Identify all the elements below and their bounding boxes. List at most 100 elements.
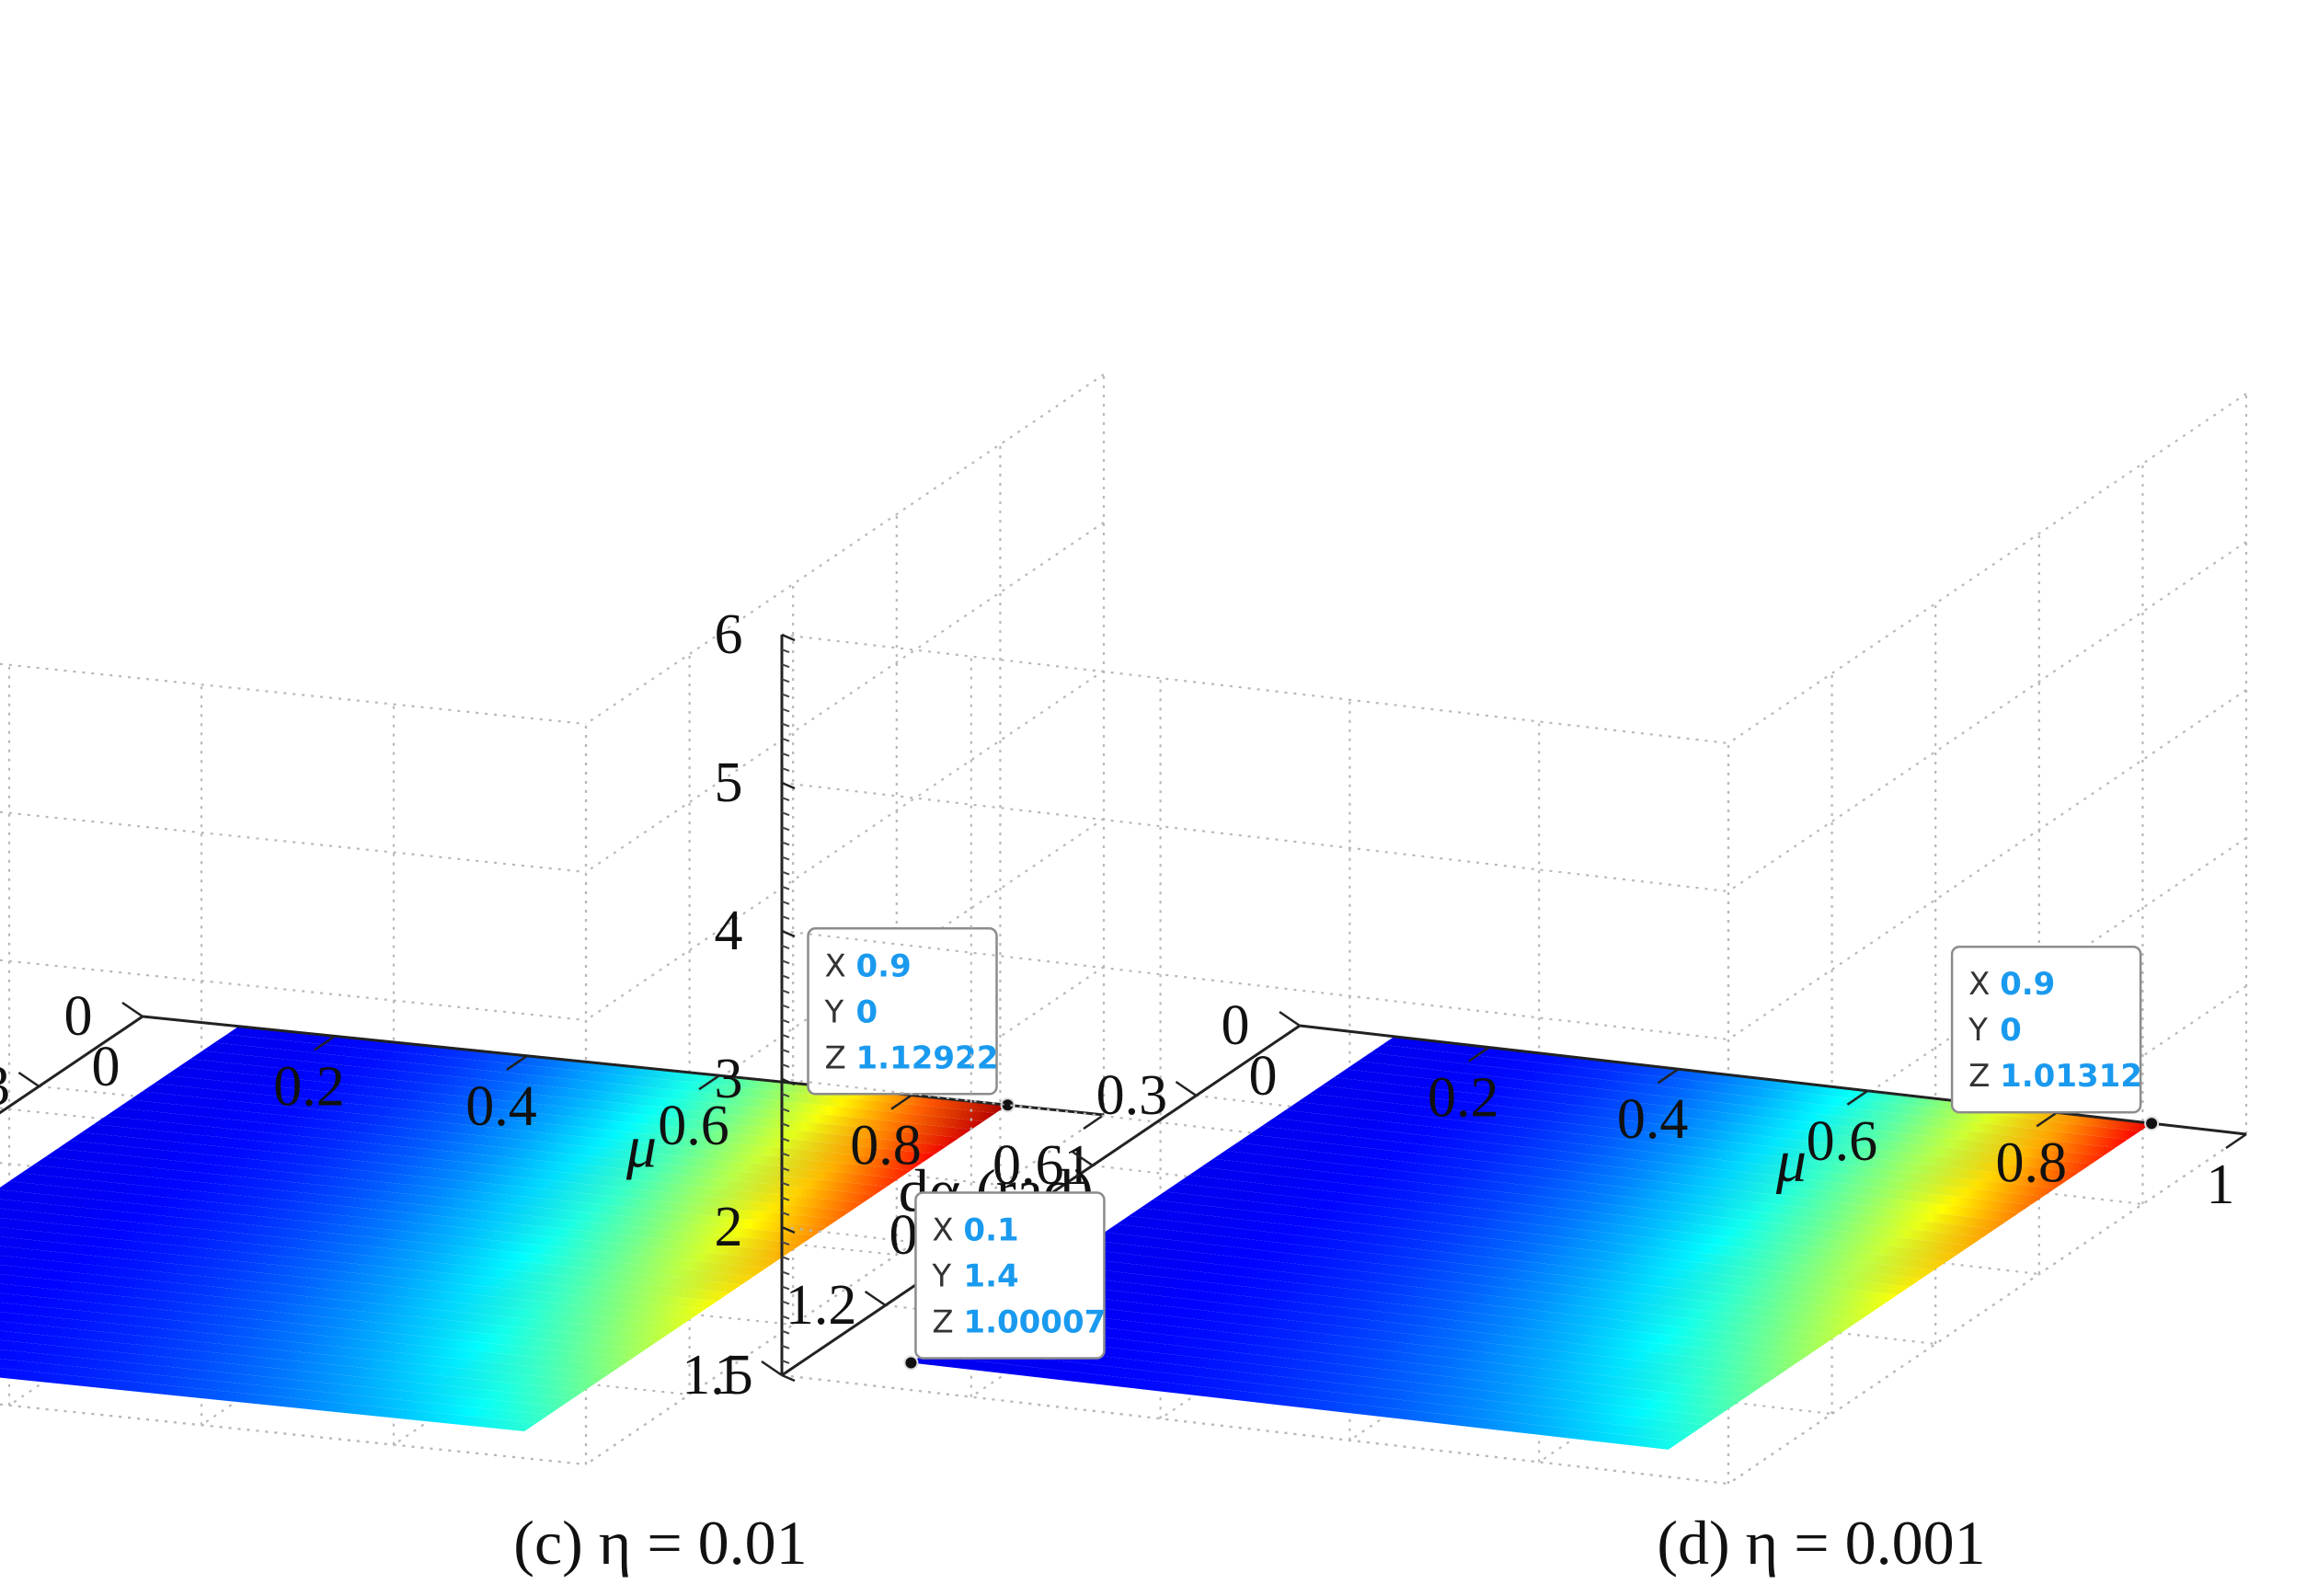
x-tick xyxy=(121,1015,143,1032)
x-tick-label: 0.4 xyxy=(1617,1088,1689,1151)
surface-strip xyxy=(154,1074,935,1163)
y-tick-label: 0.3 xyxy=(0,1055,10,1118)
datatip-value: 0.1 xyxy=(963,1211,1018,1248)
z-minor-tick xyxy=(781,989,790,994)
datatip-value: 0.9 xyxy=(856,947,912,984)
surface-strip xyxy=(178,1059,959,1146)
grid-line xyxy=(781,1373,1729,1486)
surface-strip xyxy=(0,1292,634,1367)
z-tick-label: 6 xyxy=(715,603,743,666)
y-axis xyxy=(0,1015,143,1115)
y-tick-label: 0.6 xyxy=(993,1134,1064,1197)
x-tick xyxy=(1279,1024,1301,1041)
datatip-key: Z xyxy=(932,1303,953,1340)
z-minor-tick xyxy=(781,914,790,920)
z-minor-tick xyxy=(781,1018,790,1024)
surface-strip xyxy=(93,1116,875,1203)
surface-strip xyxy=(1116,1215,1887,1312)
z-minor-tick xyxy=(781,885,790,890)
z-minor-tick xyxy=(781,1241,790,1246)
z-minor-tick xyxy=(781,1137,790,1142)
y-tick-label: 0 xyxy=(1222,994,1250,1057)
datatip-marker[interactable] xyxy=(2144,1116,2160,1131)
surface-strip xyxy=(0,1368,537,1431)
z-minor-tick xyxy=(781,945,790,950)
x-axis-label: μ xyxy=(625,1114,657,1181)
surface-strip xyxy=(0,1227,718,1309)
x-tick xyxy=(890,1094,912,1110)
surface-strip xyxy=(1309,1085,2080,1181)
grid-line xyxy=(0,662,587,726)
datatip-box xyxy=(914,1191,1106,1360)
x-tick-label: 0.6 xyxy=(1807,1110,1878,1173)
z-tick-label: 5 xyxy=(715,752,743,814)
z-tick-label: 2 xyxy=(715,1196,743,1258)
x-tick-label: 0.2 xyxy=(273,1055,345,1118)
x-tick-label: 0.6 xyxy=(658,1095,729,1157)
surface-strip xyxy=(958,1322,1729,1418)
z-minor-tick xyxy=(781,841,790,846)
datatip-key: X xyxy=(1968,966,1990,1003)
grid-line xyxy=(781,929,1729,1041)
surface-strip xyxy=(1370,1044,2140,1140)
z-minor-tick xyxy=(781,707,790,713)
datatip-key: Y xyxy=(931,1257,951,1294)
x-tick xyxy=(2225,1132,2247,1150)
y-tick-label: 0 xyxy=(64,985,93,1048)
surface-strip xyxy=(1297,1093,2068,1189)
surface-strip xyxy=(0,1321,597,1391)
surface-strip xyxy=(1141,1200,1911,1295)
x-tick-label: 0.4 xyxy=(465,1075,537,1138)
z-minor-tick xyxy=(781,1300,790,1305)
datatip-value: 1.4 xyxy=(963,1257,1018,1294)
y-tick xyxy=(1072,1150,1094,1167)
grid-line xyxy=(781,1077,1729,1189)
z-minor-tick xyxy=(781,1033,790,1039)
surface-strip xyxy=(130,1091,912,1179)
y-tick xyxy=(864,1290,887,1307)
surface-strip xyxy=(1080,1240,1850,1336)
z-minor-tick xyxy=(781,1270,790,1276)
surface-strip xyxy=(0,1339,573,1407)
z-minor-tick xyxy=(781,826,790,832)
surface-strip xyxy=(1104,1223,1874,1319)
z-minor-tick xyxy=(781,1048,790,1053)
z-minor-tick xyxy=(781,1344,790,1349)
z-minor-tick xyxy=(781,797,790,802)
surface-strip xyxy=(1358,1052,2128,1148)
z-minor-tick xyxy=(781,811,790,817)
grid-line xyxy=(1727,541,2247,892)
surface-strip xyxy=(0,1349,561,1416)
z-minor-tick xyxy=(781,1181,790,1187)
z-tick xyxy=(781,1077,796,1086)
x-tick xyxy=(506,1054,528,1071)
x-tick-label: 0.8 xyxy=(1995,1131,2067,1194)
z-minor-tick xyxy=(781,1211,790,1216)
surface-strip xyxy=(0,1208,742,1293)
grid-line xyxy=(781,633,1729,745)
datatip-value: 0 xyxy=(856,993,878,1030)
y-tick xyxy=(761,1360,783,1377)
surface-strip xyxy=(202,1042,984,1130)
z-minor-tick xyxy=(781,1315,790,1320)
z-minor-tick xyxy=(781,1329,790,1335)
surface-strip xyxy=(1043,1265,1814,1361)
x-tick xyxy=(698,1074,720,1091)
surface-strip xyxy=(1249,1126,2019,1222)
datatip-marker[interactable] xyxy=(903,1355,919,1371)
surface-strip xyxy=(1153,1191,1922,1287)
y-tick xyxy=(17,1071,40,1088)
datatip-value: 1.00007 xyxy=(963,1303,1106,1340)
datatip[interactable]: X 0.9 Y 0Z 1.12922 xyxy=(807,927,1016,1113)
z-minor-tick xyxy=(781,1122,790,1128)
surface-strip xyxy=(0,1265,670,1342)
datatip[interactable]: X 0.1 Y 1.4 Z 1.00007 xyxy=(903,1191,1106,1371)
surface-strip xyxy=(1237,1134,2007,1230)
surface-strip xyxy=(1200,1158,1971,1255)
z-tick-label: 3 xyxy=(715,1048,743,1110)
x-tick-label: 1 xyxy=(2207,1154,2235,1216)
datatip-key: Z xyxy=(1968,1058,1990,1095)
surface-strip xyxy=(0,1217,730,1302)
datatip[interactable]: X 0.9 Y 0Z 1.01312 xyxy=(1950,945,2160,1131)
